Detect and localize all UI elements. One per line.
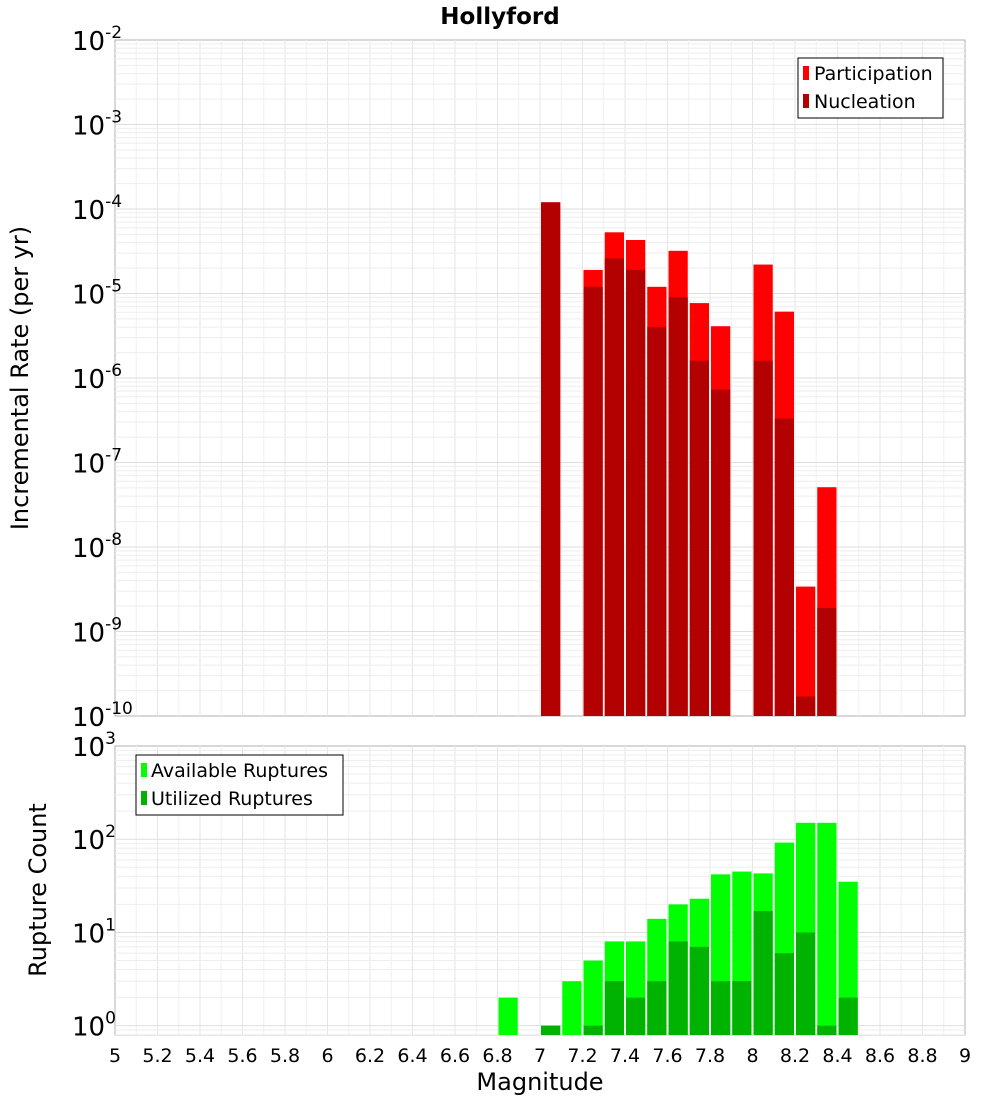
top-bar-nucleation (711, 389, 731, 716)
top-bar-participation (796, 586, 816, 716)
top-bar-nucleation (626, 269, 646, 716)
top-y-tick-label: 10-4 (72, 192, 122, 226)
x-tick-label: 6 (321, 1045, 333, 1067)
top-bar-nucleation (583, 286, 603, 716)
legend-swatch-available (141, 763, 147, 777)
legend-label-nucleation: Nucleation (814, 91, 916, 113)
bottom-bar-utilized-ruptures (817, 1025, 837, 1035)
x-tick-label: 9 (959, 1045, 971, 1067)
top-y-tick-label: 10-3 (72, 108, 122, 142)
top-bar-nucleation (647, 327, 667, 716)
bottom-bar-utilized-ruptures (583, 1025, 603, 1035)
top-bar-nucleation (668, 297, 688, 716)
top-y-tick-label: 10-10 (72, 699, 133, 733)
top-bar-nucleation (604, 258, 624, 716)
legend-label-participation: Participation (814, 63, 933, 85)
top-y-tick-label: 10-9 (72, 615, 122, 649)
top-legend-box (797, 57, 944, 119)
x-tick-label: 8 (746, 1045, 758, 1067)
bottom-y-tick-label: 102 (72, 822, 116, 856)
bottom-y-tick-label: 101 (72, 915, 116, 949)
bottom-bar-utilized-ruptures (604, 981, 624, 1035)
top-bar-nucleation (817, 607, 837, 716)
chart-title: Hollyford (440, 4, 559, 30)
x-tick-label: 6.6 (440, 1045, 470, 1067)
top-y-tick-label: 10-2 (72, 23, 122, 57)
x-tick-label: 5.8 (270, 1045, 300, 1067)
bottom-bar-available-ruptures (583, 960, 603, 1035)
x-tick-label: 6.2 (355, 1045, 385, 1067)
top-bar-nucleation (689, 360, 709, 716)
x-tick-label: 8.6 (865, 1045, 895, 1067)
bottom-y-axis-label: Rupture Count (24, 803, 52, 977)
x-tick-label: 7.8 (695, 1045, 725, 1067)
bottom-bar-utilized-ruptures (626, 997, 646, 1035)
x-axis-label: Magnitude (476, 1068, 603, 1096)
top-y-tick-label: 10-5 (72, 277, 122, 311)
bottom-y-tick-label: 100 (72, 1009, 116, 1043)
bottom-panel: 103 102 101 100 5 5.2 5.4 5.6 5.8 6 6.2 6.4 6.6 6.8 7… (24, 729, 971, 1096)
x-tick-label: 8.2 (780, 1045, 810, 1067)
bottom-bar-available-ruptures (498, 997, 518, 1035)
bottom-bar-utilized-ruptures (838, 997, 858, 1035)
legend-label-available: Available Ruptures (151, 760, 328, 782)
top-bar-nucleation (753, 360, 773, 716)
x-tick-label: 8.8 (907, 1045, 937, 1067)
x-tick-label: 7 (534, 1045, 546, 1067)
top-y-tick-label: 10-7 (72, 446, 122, 480)
top-y-tick-label: 10-8 (72, 530, 122, 564)
bottom-bar-utilized-ruptures (689, 946, 709, 1035)
x-tick-label: 5.6 (227, 1045, 257, 1067)
x-tick-label: 5 (109, 1045, 121, 1067)
bottom-bar-utilized-ruptures (732, 981, 752, 1035)
top-bar-nucleation (796, 696, 816, 716)
bottom-bar-utilized-ruptures (668, 941, 688, 1035)
legend-swatch-participation (803, 66, 809, 80)
bottom-bar-available-ruptures (838, 881, 858, 1035)
top-panel: 10-2 10-3 10-4 10-5 10-6 10-7 10-8 10-9 10-10 Pa… (6, 23, 966, 733)
top-bars (541, 202, 837, 716)
top-bar-nucleation (541, 202, 561, 716)
bottom-bar-utilized-ruptures (541, 1025, 561, 1035)
top-legend: Participation Nucleation (797, 57, 944, 119)
bottom-bar-utilized-ruptures (796, 932, 816, 1035)
bottom-bar-utilized-ruptures (647, 981, 667, 1035)
x-ticks: 5 5.2 5.4 5.6 5.8 6 6.2 6.4 6.6 6.8 7 7.2 7.4 7.6 7.8 8… (109, 1045, 971, 1067)
bottom-y-tick-label: 103 (72, 729, 116, 763)
top-grid (115, 40, 965, 716)
legend-swatch-nucleation (803, 94, 809, 108)
bottom-bar-available-ruptures (817, 822, 837, 1035)
bottom-bars (498, 822, 858, 1035)
x-tick-label: 5.4 (185, 1045, 215, 1067)
top-y-ticks: 10-2 10-3 10-4 10-5 10-6 10-7 10-8 10-9 10-10 (72, 23, 133, 733)
x-tick-label: 7.6 (652, 1045, 682, 1067)
x-tick-label: 7.4 (610, 1045, 640, 1067)
bottom-bar-utilized-ruptures (774, 953, 794, 1035)
bottom-bar-utilized-ruptures (753, 910, 773, 1035)
x-tick-label: 8.4 (822, 1045, 852, 1067)
x-tick-label: 5.2 (142, 1045, 172, 1067)
legend-label-utilized: Utilized Ruptures (151, 788, 313, 810)
bottom-y-ticks: 103 102 101 100 (72, 729, 116, 1043)
bottom-bar-utilized-ruptures (711, 981, 731, 1035)
top-y-axis-label: Incremental Rate (per yr) (6, 226, 34, 530)
x-tick-label: 6.8 (482, 1045, 512, 1067)
bottom-legend: Available Ruptures Utilized Ruptures (135, 754, 344, 816)
x-tick-label: 7.2 (567, 1045, 597, 1067)
bottom-bar-available-ruptures (562, 981, 582, 1035)
bottom-legend-box (135, 754, 344, 816)
top-bar-nucleation (774, 418, 794, 716)
top-y-tick-label: 10-6 (72, 361, 122, 395)
x-tick-label: 6.4 (397, 1045, 427, 1067)
legend-swatch-utilized (141, 791, 147, 805)
